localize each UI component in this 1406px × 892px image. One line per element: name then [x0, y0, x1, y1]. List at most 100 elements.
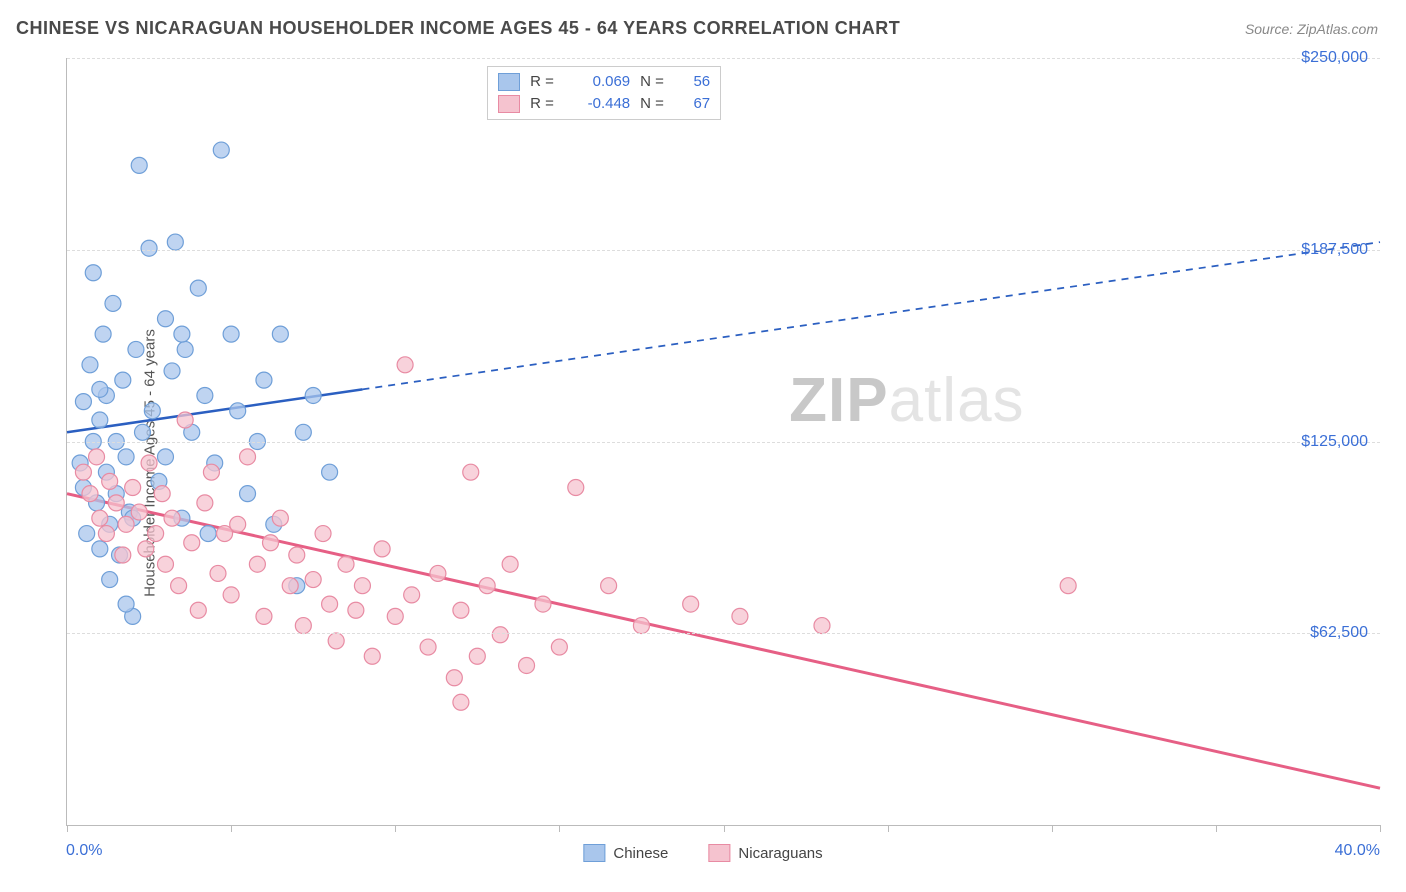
- data-point: [134, 424, 150, 440]
- x-tick: [1380, 825, 1381, 832]
- x-tick: [1216, 825, 1217, 832]
- data-point: [174, 326, 190, 342]
- data-point: [141, 240, 157, 256]
- data-point: [453, 602, 469, 618]
- correlation-legend: R =0.069N =56R =-0.448N =67: [487, 66, 721, 120]
- data-point: [197, 495, 213, 511]
- data-point: [190, 280, 206, 296]
- correlation-legend-row: R =0.069N =56: [498, 71, 710, 93]
- x-tick: [231, 825, 232, 832]
- data-point: [256, 372, 272, 388]
- correlation-legend-row: R =-0.448N =67: [498, 93, 710, 115]
- data-point: [75, 464, 91, 480]
- data-point: [98, 526, 114, 542]
- data-point: [404, 587, 420, 603]
- data-point: [601, 578, 617, 594]
- gridline-h: [67, 250, 1380, 251]
- data-point: [118, 596, 134, 612]
- data-point: [240, 449, 256, 465]
- n-value: 67: [680, 95, 710, 112]
- data-point: [814, 618, 830, 634]
- data-point: [154, 486, 170, 502]
- data-point: [128, 341, 144, 357]
- data-point: [230, 403, 246, 419]
- r-value: 0.069: [570, 73, 630, 90]
- legend-swatch: [498, 95, 520, 113]
- data-point: [95, 326, 111, 342]
- legend-item-nicaraguans: Nicaraguans: [708, 844, 822, 862]
- data-point: [102, 473, 118, 489]
- data-point: [430, 565, 446, 581]
- data-point: [364, 648, 380, 664]
- data-point: [223, 587, 239, 603]
- data-point: [138, 541, 154, 557]
- data-point: [167, 234, 183, 250]
- data-point: [79, 526, 95, 542]
- r-label: R =: [530, 73, 560, 90]
- data-point: [85, 265, 101, 281]
- data-point: [177, 341, 193, 357]
- data-point: [272, 510, 288, 526]
- data-point: [115, 372, 131, 388]
- legend-label-nicaraguans: Nicaraguans: [738, 845, 822, 862]
- data-point: [118, 449, 134, 465]
- data-point: [387, 608, 403, 624]
- data-point: [108, 495, 124, 511]
- data-point: [282, 578, 298, 594]
- source-label: Source: ZipAtlas.com: [1245, 21, 1378, 37]
- data-point: [551, 639, 567, 655]
- legend-swatch-chinese: [583, 844, 605, 862]
- y-tick-label: $125,000: [1301, 433, 1368, 451]
- data-point: [315, 526, 331, 542]
- data-point: [289, 547, 305, 563]
- data-point: [184, 535, 200, 551]
- legend-swatch: [498, 73, 520, 91]
- data-point: [230, 516, 246, 532]
- x-tick: [1052, 825, 1053, 832]
- data-point: [479, 578, 495, 594]
- data-point: [322, 596, 338, 612]
- data-point: [272, 326, 288, 342]
- data-point: [92, 510, 108, 526]
- x-tick: [724, 825, 725, 832]
- n-label: N =: [640, 95, 670, 112]
- x-tick: [888, 825, 889, 832]
- gridline-h: [67, 58, 1380, 59]
- data-point: [568, 480, 584, 496]
- data-point: [92, 541, 108, 557]
- series-legend: Chinese Nicaraguans: [583, 844, 822, 862]
- data-point: [157, 449, 173, 465]
- data-point: [223, 326, 239, 342]
- data-point: [190, 602, 206, 618]
- data-point: [171, 578, 187, 594]
- gridline-h: [67, 442, 1380, 443]
- data-point: [75, 394, 91, 410]
- data-point: [210, 565, 226, 581]
- data-point: [164, 510, 180, 526]
- data-point: [164, 363, 180, 379]
- data-point: [519, 657, 535, 673]
- data-point: [295, 424, 311, 440]
- data-point: [92, 381, 108, 397]
- data-point: [633, 618, 649, 634]
- legend-item-chinese: Chinese: [583, 844, 668, 862]
- data-point: [105, 295, 121, 311]
- data-point: [125, 480, 141, 496]
- n-value: 56: [680, 73, 710, 90]
- header-bar: CHINESE VS NICARAGUAN HOUSEHOLDER INCOME…: [0, 0, 1406, 47]
- data-point: [295, 618, 311, 634]
- data-point: [82, 486, 98, 502]
- x-tick: [559, 825, 560, 832]
- x-tick: [395, 825, 396, 832]
- data-point: [446, 670, 462, 686]
- data-point: [469, 648, 485, 664]
- data-point: [240, 486, 256, 502]
- data-point: [305, 572, 321, 588]
- chart-title: CHINESE VS NICARAGUAN HOUSEHOLDER INCOME…: [16, 18, 900, 39]
- y-tick-label: $250,000: [1301, 49, 1368, 67]
- data-point: [141, 455, 157, 471]
- data-point: [157, 311, 173, 327]
- r-label: R =: [530, 95, 560, 112]
- data-point: [102, 572, 118, 588]
- data-point: [213, 142, 229, 158]
